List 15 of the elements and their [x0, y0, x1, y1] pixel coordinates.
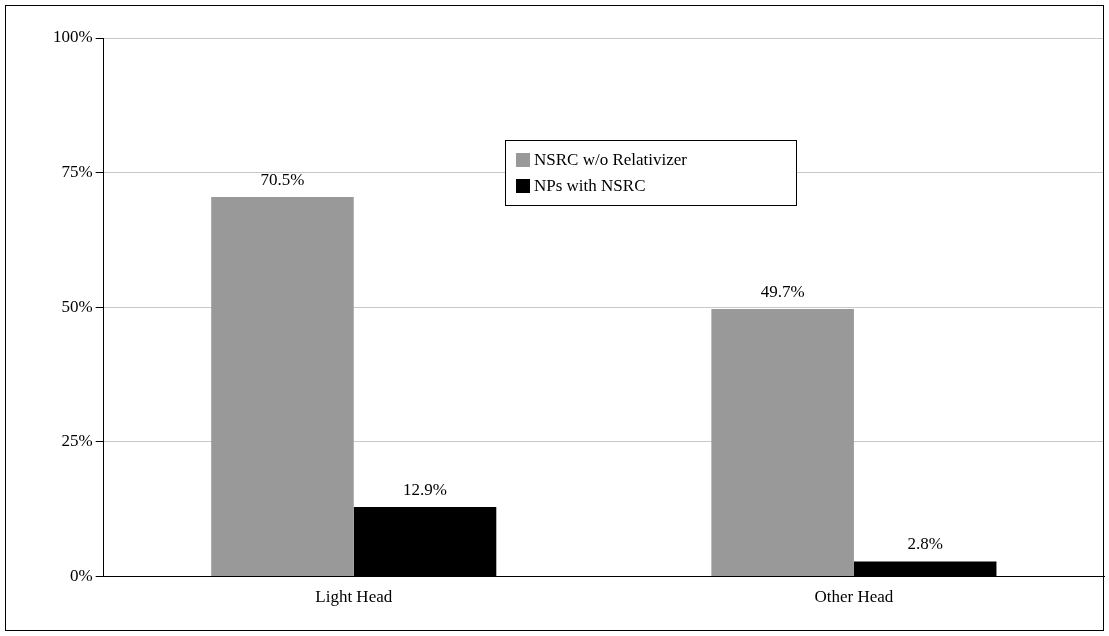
y-tick-label: 75%	[61, 162, 93, 182]
legend-label: NPs with NSRC	[534, 175, 646, 197]
data-label: 70.5%	[260, 169, 305, 189]
y-tick-label: 50%	[61, 296, 93, 316]
x-tick-label: Other Head	[814, 587, 894, 607]
data-label: 2.8%	[907, 534, 943, 554]
y-tick-label: 0%	[69, 566, 93, 586]
data-label: 12.9%	[403, 480, 447, 500]
bar	[211, 196, 354, 577]
bar	[711, 308, 854, 577]
legend-label: NSRC w/o Relativizer	[534, 149, 687, 171]
data-label: 49.7%	[760, 281, 805, 301]
y-tick-label: 100%	[52, 27, 93, 47]
y-tick-label: 25%	[61, 431, 93, 451]
x-tick-label: Light Head	[315, 587, 393, 607]
